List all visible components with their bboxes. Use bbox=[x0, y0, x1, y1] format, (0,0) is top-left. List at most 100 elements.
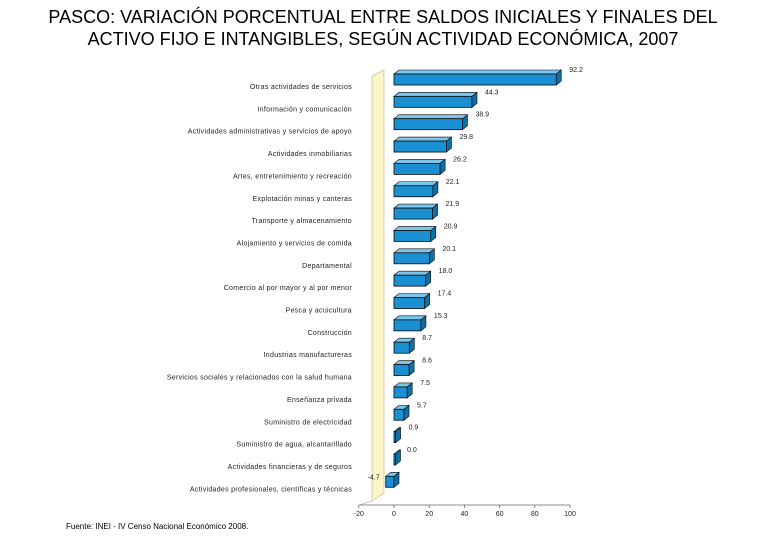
value-label: 92.2 bbox=[569, 67, 583, 74]
value-label: 8.7 bbox=[422, 335, 432, 342]
value-label: 7.5 bbox=[420, 380, 430, 387]
bar-end-face bbox=[555, 69, 562, 86]
bar-end-face bbox=[395, 449, 401, 466]
bar-front-face bbox=[393, 207, 433, 220]
value-label: 44.3 bbox=[485, 89, 499, 96]
category-label: Comercio al por mayor y al por menor bbox=[224, 285, 353, 292]
bar-end-face bbox=[424, 292, 430, 310]
bar-end-face bbox=[403, 404, 410, 421]
bar bbox=[384, 471, 400, 488]
category-label: Pesca y acuicultura bbox=[286, 308, 352, 315]
bar-top-face bbox=[393, 92, 478, 97]
category-label: Suministro de electricidad bbox=[264, 419, 352, 426]
bar bbox=[393, 225, 437, 243]
value-label: 38.9 bbox=[475, 112, 489, 119]
bar-top-face bbox=[393, 181, 439, 187]
category-label: Información y comunicación bbox=[257, 106, 352, 113]
category-label: Explotación minas y canteras bbox=[253, 196, 353, 203]
bar bbox=[393, 181, 439, 198]
bar-front-face bbox=[393, 386, 408, 399]
value-label: 8.6 bbox=[422, 358, 432, 365]
category-label: Alojamiento y servicios de comida bbox=[237, 240, 352, 247]
value-label: 17.4 bbox=[438, 291, 452, 298]
value-label: 26.2 bbox=[453, 156, 467, 163]
bar bbox=[393, 158, 446, 176]
bar-front-face bbox=[393, 162, 441, 175]
bar-front-face bbox=[393, 73, 557, 86]
bar bbox=[393, 114, 469, 131]
bar bbox=[393, 69, 563, 86]
bar-front-face bbox=[393, 95, 473, 108]
category-label: Servicios sociales y relacionados con la… bbox=[167, 375, 352, 382]
bar-top-face bbox=[393, 203, 439, 209]
bar-front-face bbox=[393, 230, 432, 242]
category-label: Actividades financieras y de seguros bbox=[228, 464, 353, 471]
bar-top-face bbox=[393, 114, 469, 119]
x-tick-label: 40 bbox=[461, 511, 469, 518]
bar-front-face bbox=[393, 319, 422, 332]
bar-end-face bbox=[429, 248, 435, 265]
chart-title: PASCO: VARIACIÓN PORCENTUAL ENTRE SALDOS… bbox=[48, 7, 718, 49]
bar bbox=[393, 270, 432, 287]
value-label: 15.3 bbox=[434, 313, 448, 320]
bar-end-face bbox=[406, 382, 413, 399]
x-tick-label: 60 bbox=[496, 511, 504, 518]
category-label: Artes, entretenimiento y recreación bbox=[233, 173, 352, 180]
x-tick-label: 20 bbox=[425, 511, 433, 518]
category-label: Actividades administrativas y servicios … bbox=[188, 129, 352, 136]
value-label: 29.8 bbox=[459, 134, 473, 141]
bar-end-face bbox=[432, 181, 439, 198]
bar bbox=[393, 248, 436, 265]
category-label: Otras actividades de servicios bbox=[250, 84, 352, 91]
bar-front-face bbox=[393, 408, 405, 421]
value-label: 18.0 bbox=[439, 268, 453, 275]
chart-wall-edge bbox=[359, 70, 372, 495]
value-label: 5.7 bbox=[417, 402, 427, 409]
bar bbox=[393, 91, 478, 108]
x-tick-label: -20 bbox=[354, 511, 364, 518]
value-label: 0.9 bbox=[409, 425, 419, 432]
bar-front-face bbox=[393, 297, 426, 309]
bar-top-face bbox=[393, 248, 436, 254]
bar-front-face bbox=[393, 140, 447, 153]
bar bbox=[393, 404, 410, 421]
bar-end-face bbox=[395, 426, 401, 444]
chart-back-wall bbox=[371, 69, 385, 502]
bar-top-face bbox=[393, 226, 437, 231]
bar bbox=[393, 359, 415, 377]
value-label: 21.9 bbox=[446, 201, 460, 208]
bar-top-face bbox=[393, 293, 431, 298]
source-note: Fuente: INEI - IV Censo Nacional Económi… bbox=[66, 522, 249, 531]
value-label: 20.9 bbox=[444, 223, 458, 230]
value-label: 0.0 bbox=[407, 447, 417, 454]
bar-end-face bbox=[432, 203, 438, 220]
bar-front-face bbox=[393, 118, 463, 131]
bar bbox=[393, 315, 427, 332]
value-label: 20.1 bbox=[442, 246, 456, 253]
bar-top-face bbox=[393, 69, 563, 75]
bar-end-face bbox=[446, 136, 452, 153]
x-tick-label: 100 bbox=[564, 511, 576, 518]
category-label: Actividades inmobiliarias bbox=[268, 151, 352, 158]
bar-top-face bbox=[393, 136, 453, 142]
bar bbox=[393, 382, 414, 399]
bar bbox=[393, 136, 453, 153]
bar-end-face bbox=[420, 315, 427, 332]
category-label: Actividades profesionales, científicas y… bbox=[190, 486, 352, 493]
category-label: Enseñanza privada bbox=[287, 397, 352, 404]
bar-end-face bbox=[409, 337, 415, 354]
bar-front-face bbox=[393, 252, 430, 265]
category-label: Departamental bbox=[302, 263, 352, 270]
bar bbox=[393, 426, 402, 444]
value-label: 22.1 bbox=[446, 179, 460, 186]
bar-front-face bbox=[385, 475, 395, 488]
bar-front-face bbox=[393, 364, 410, 376]
bar-front-face bbox=[393, 341, 410, 354]
bar-top-face bbox=[393, 159, 446, 164]
bar-top-face bbox=[393, 270, 432, 276]
bar bbox=[393, 337, 416, 354]
category-label: Suministro de agua, alcantarillado bbox=[236, 442, 352, 449]
category-label: Transporte y almacenamiento bbox=[252, 218, 352, 225]
x-tick-label: 80 bbox=[531, 511, 539, 518]
bar-end-face bbox=[408, 359, 415, 377]
